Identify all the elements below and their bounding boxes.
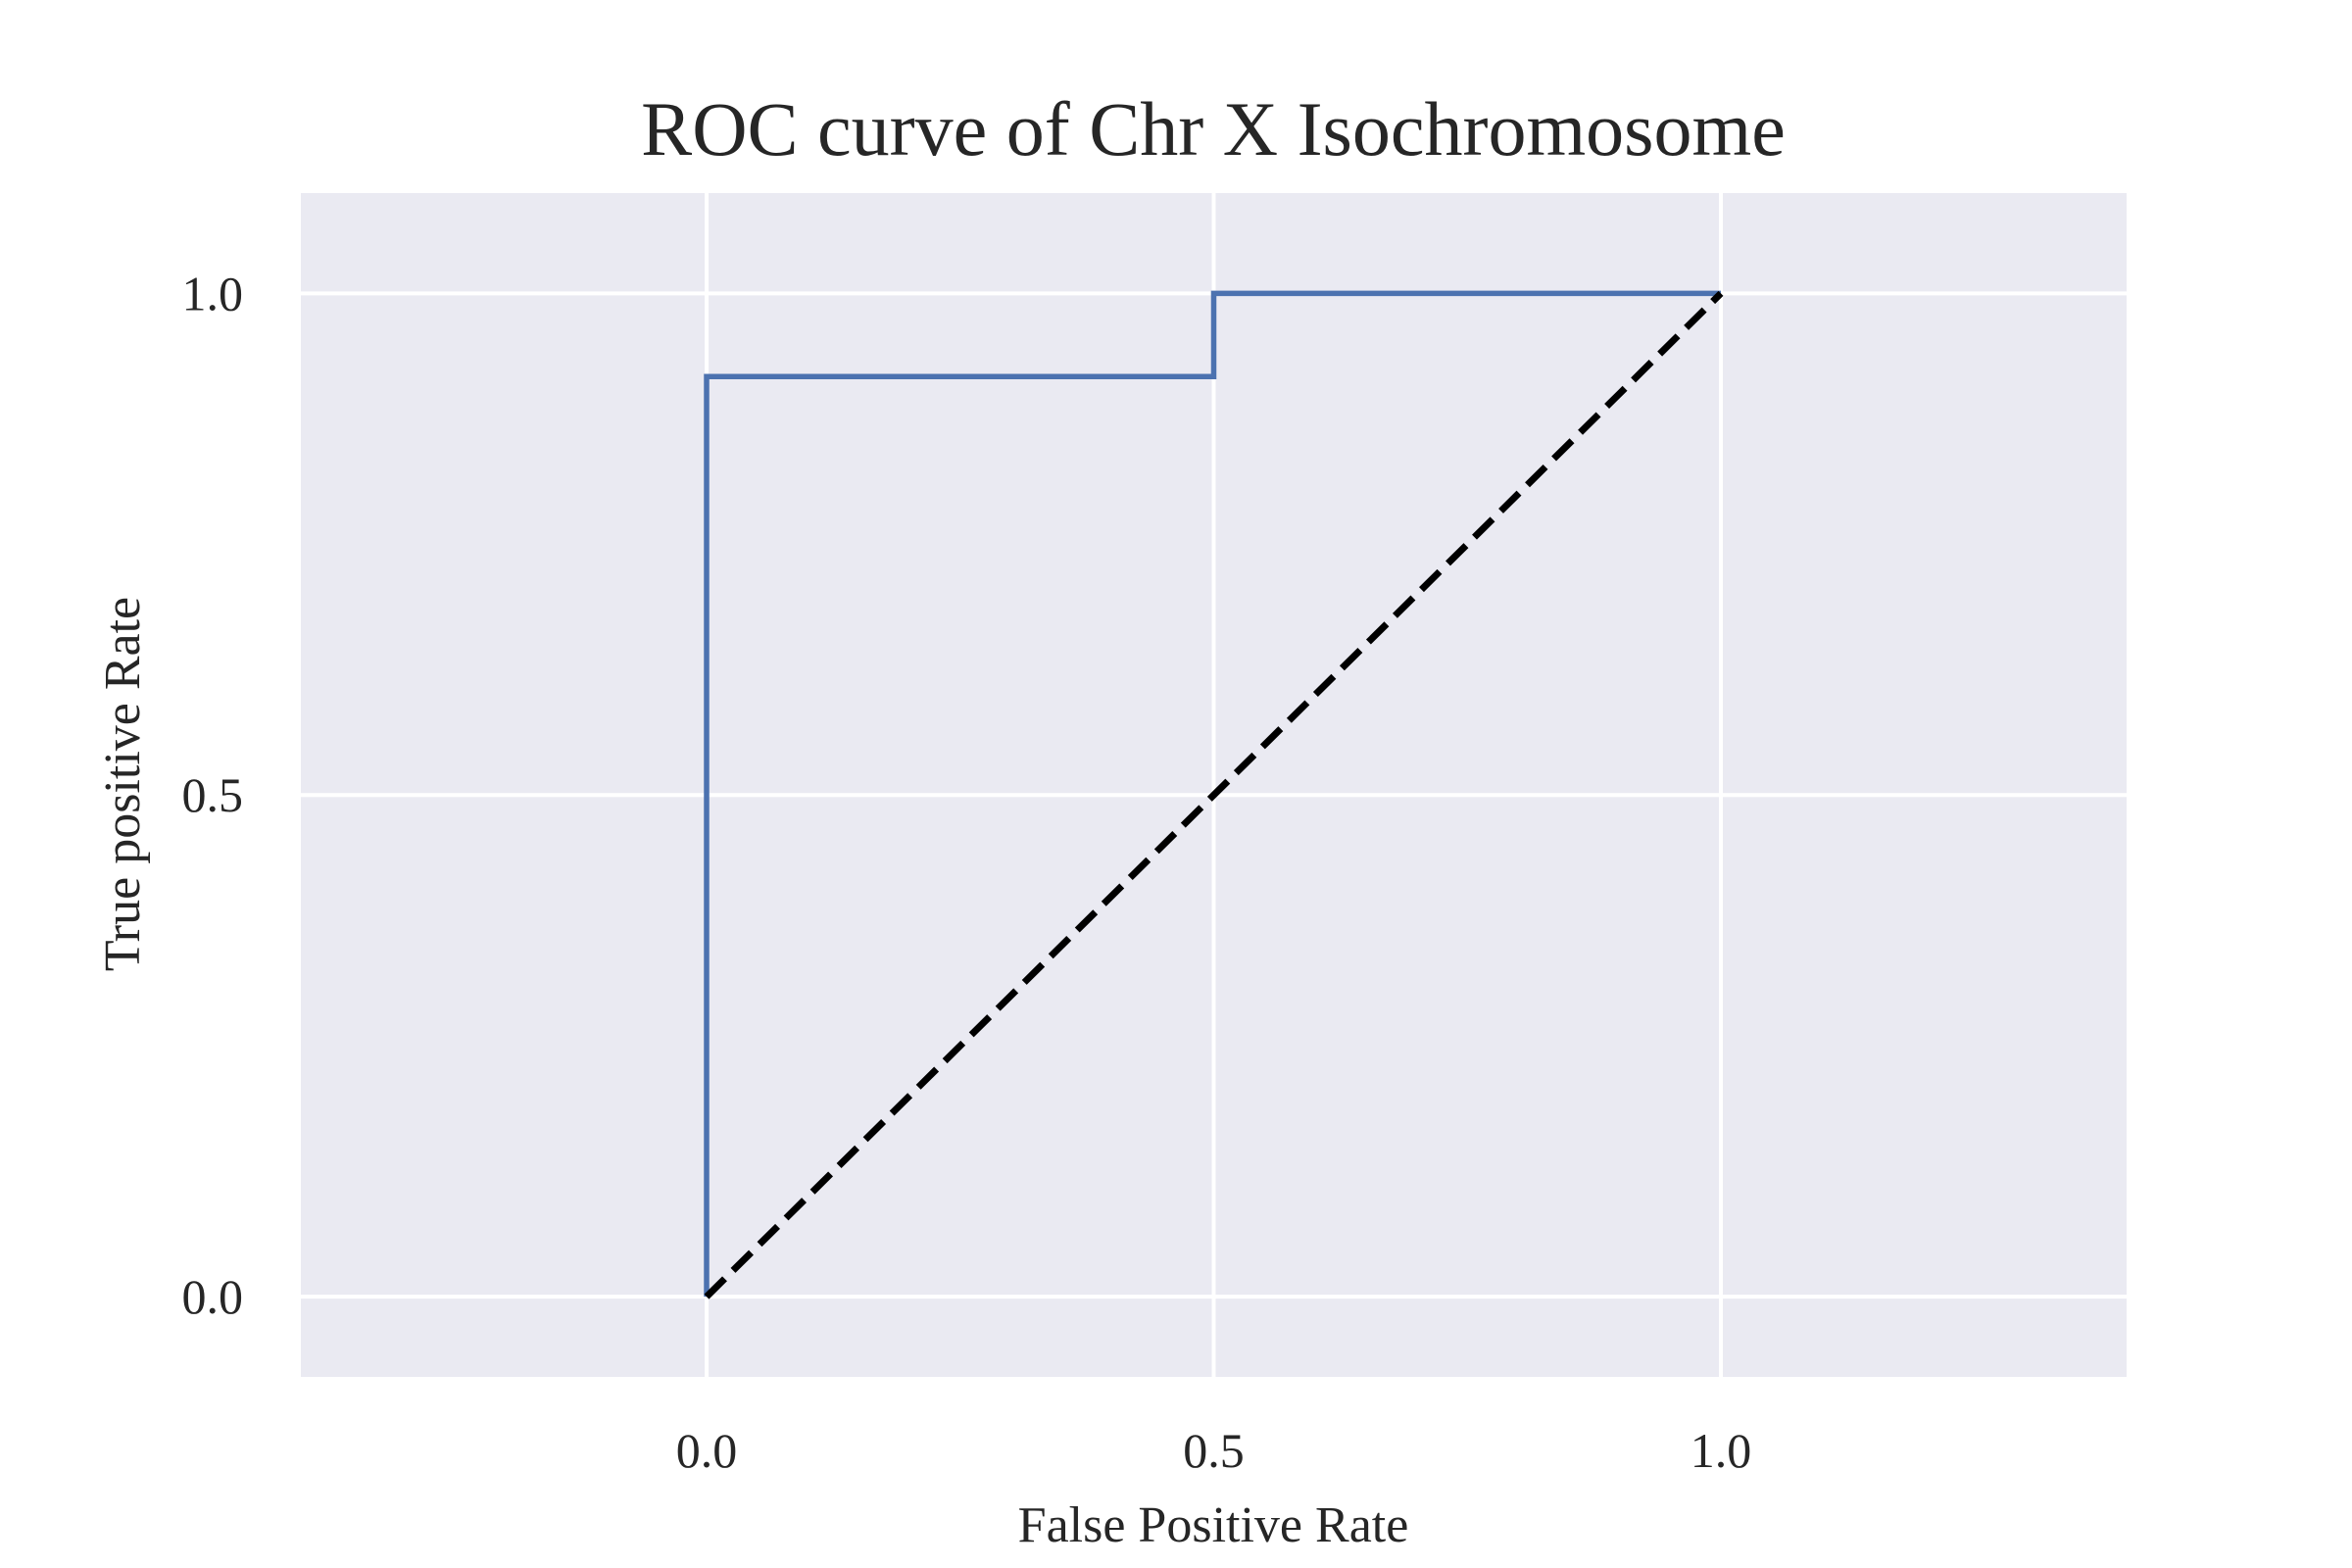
y-axis-label: True positive Rate xyxy=(95,597,151,971)
y-tick-label-0: 0.0 xyxy=(182,1269,244,1324)
chart-title: ROC curve of Chr X Isochromosome xyxy=(641,86,1786,172)
roc-curve-line xyxy=(704,290,1721,1298)
x-tick-label-0: 0.0 xyxy=(676,1423,738,1478)
x-tick-label-2: 1.0 xyxy=(1690,1423,1752,1478)
y-tick-label-1: 0.5 xyxy=(182,767,244,822)
x-axis-label: False Positive Rate xyxy=(1018,1497,1409,1553)
x-tick-label-1: 0.5 xyxy=(1183,1423,1245,1478)
y-tick-label-2: 1.0 xyxy=(182,266,244,320)
chance-diagonal-line xyxy=(704,290,1724,1299)
tick-labels: 0.0 0.5 1.0 0.0 0.5 1.0 xyxy=(182,266,1752,1478)
series-group xyxy=(704,290,1724,1299)
